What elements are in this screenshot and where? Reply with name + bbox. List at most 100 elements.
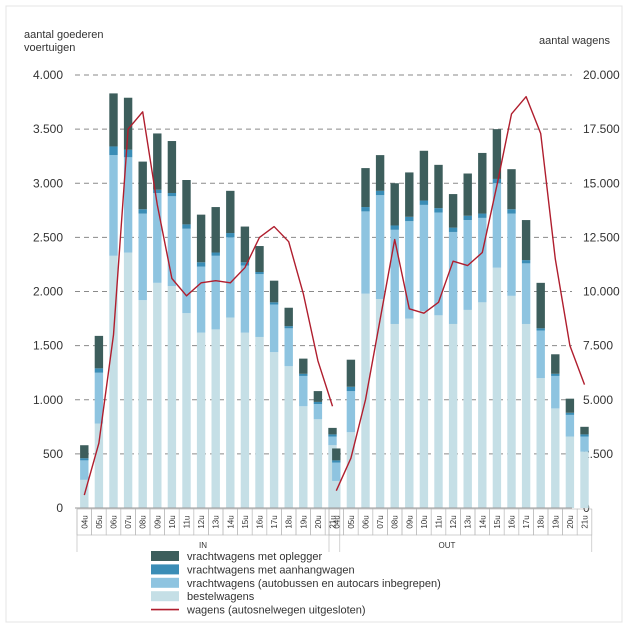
bar-segment-oplegger: [507, 169, 516, 210]
bar-segment-aanhangwagen: [434, 208, 443, 213]
bar-segment-oplegger: [211, 207, 220, 253]
bar-segment-oplegger: [313, 391, 323, 402]
bar-segment-oplegger: [346, 359, 356, 387]
x-tick-label: 10u: [168, 515, 177, 528]
left-tick-label: 1.500: [33, 339, 63, 353]
x-tick-label: 09u: [153, 515, 162, 528]
bar-segment-bestelwagens: [332, 480, 341, 508]
bar-segment-bestelwagens: [123, 252, 133, 508]
x-tick-label: 05u: [347, 515, 356, 528]
bar-segment-vrachtwagens: [551, 375, 560, 409]
bar-segment-vrachtwagens: [80, 460, 89, 480]
bar-segment-bestelwagens: [405, 318, 414, 508]
right-tick-label: 15.000: [583, 176, 620, 190]
legend-label-vrachtwagens: vrachtwagens (autobussen en autocars inb…: [187, 578, 441, 590]
bar-segment-aanhangwagen: [361, 207, 370, 212]
bar-segment-bestelwagens: [153, 282, 162, 508]
bar-segment-vrachtwagens: [313, 404, 323, 420]
bar-segment-vrachtwagens: [211, 255, 220, 330]
x-tick-label: 05u: [95, 515, 104, 528]
left-tick-label: 2.000: [33, 285, 63, 299]
right-tick-label: 5.000: [583, 393, 613, 407]
bar-segment-oplegger: [196, 214, 206, 263]
bar-segment-oplegger: [463, 173, 472, 216]
bar-segment-oplegger: [536, 282, 545, 329]
bar-segment-aanhangwagen: [390, 225, 399, 230]
bar-segment-oplegger: [109, 93, 118, 147]
x-tick-label: 10u: [420, 515, 429, 528]
bar-segment-bestelwagens: [240, 332, 250, 508]
bar-segment-aanhangwagen: [123, 149, 133, 158]
x-tick-label: 18u: [537, 515, 546, 528]
bar-segment-oplegger: [94, 335, 104, 369]
bar-segment-vrachtwagens: [521, 263, 531, 324]
bar-segment-vrachtwagens: [182, 228, 191, 314]
bar-segment-vrachtwagens: [405, 221, 414, 319]
bar-segment-vrachtwagens: [167, 196, 177, 287]
bar-segment-vrachtwagens: [478, 217, 487, 303]
bar-segment-bestelwagens: [521, 323, 531, 508]
bar-segment-vrachtwagens: [269, 304, 279, 353]
bar-segment-oplegger: [434, 164, 443, 209]
right-axis-label: aantal wagens: [539, 35, 610, 47]
bar-segment-vrachtwagens: [580, 436, 589, 452]
bar-segment-bestelwagens: [551, 408, 560, 508]
right-axis-ticks: 02.5005.0007.50010.00012.50015.00017.500…: [583, 68, 620, 515]
bar-segment-oplegger: [448, 194, 458, 228]
bar-segment-aanhangwagen: [463, 215, 472, 221]
left-axis-ticks: 0 500 1.000 1.500 2.000 2.500 3.000 3.500 4.000: [33, 68, 63, 515]
bar-segment-oplegger: [284, 307, 293, 327]
bar-segment-bestelwagens: [463, 309, 472, 508]
x-tick-label: 11u: [183, 516, 192, 529]
bar-segment-vrachtwagens: [332, 462, 341, 481]
x-tick-label: 13u: [212, 515, 221, 528]
bar-segment-vrachtwagens: [94, 372, 104, 424]
line-wagens: [83, 111, 334, 496]
bar-segment-oplegger: [153, 133, 162, 190]
legend-label-oplegger: vrachtwagens met oplegger: [187, 551, 322, 563]
group-label: IN: [199, 541, 207, 550]
bar-segment-bestelwagens: [109, 255, 118, 508]
x-tick-label: 07u: [376, 515, 385, 528]
bar-segment-oplegger: [419, 150, 429, 201]
bar-segment-aanhangwagen: [284, 326, 293, 329]
x-tick-label: 04u: [332, 515, 341, 528]
bar-segment-oplegger: [551, 354, 560, 374]
bar-segment-aanhangwagen: [375, 190, 385, 196]
bar-segment-aanhangwagen: [94, 368, 104, 373]
bar-segment-aanhangwagen: [196, 262, 206, 267]
left-tick-label: 1.000: [33, 393, 63, 407]
x-tick-label: 21u: [329, 515, 338, 528]
bar-segment-aanhangwagen: [448, 227, 458, 232]
bar-segment-bestelwagens: [565, 436, 575, 508]
chart-frame: [5, 5, 623, 623]
bar-segment-oplegger: [405, 172, 414, 217]
bar-segment-oplegger: [521, 220, 531, 261]
bar-segment-aanhangwagen: [269, 302, 279, 305]
x-tick-label: 20u: [314, 515, 323, 528]
bar-segment-vrachtwagens: [375, 195, 385, 300]
x-tick-label: 12u: [449, 515, 458, 528]
x-tick-label: 07u: [124, 515, 133, 528]
bar-segment-aanhangwagen: [313, 401, 323, 405]
bar-segment-vrachtwagens: [138, 213, 147, 301]
bar-segment-bestelwagens: [167, 286, 177, 508]
bar-segment-aanhangwagen: [255, 272, 264, 275]
bar-segment-aanhangwagen: [226, 233, 235, 238]
line-series: [83, 95, 586, 496]
bar-series: [80, 93, 589, 508]
bar-segment-aanhangwagen: [332, 460, 341, 463]
bar-segment-aanhangwagen: [153, 189, 162, 193]
bar-segment-bestelwagens: [448, 323, 458, 508]
x-tick-label: 08u: [139, 515, 148, 528]
bar-segment-aanhangwagen: [182, 224, 191, 229]
bar-segment-vrachtwagens: [434, 212, 443, 316]
bar-segment-vrachtwagens: [123, 157, 133, 253]
bar-segment-aanhangwagen: [492, 178, 502, 184]
bar-segment-oplegger: [328, 427, 337, 435]
legend-swatch-oplegger: [151, 551, 179, 561]
right-tick-label: 7.500: [583, 339, 613, 353]
bar-segment-aanhangwagen: [80, 458, 89, 461]
